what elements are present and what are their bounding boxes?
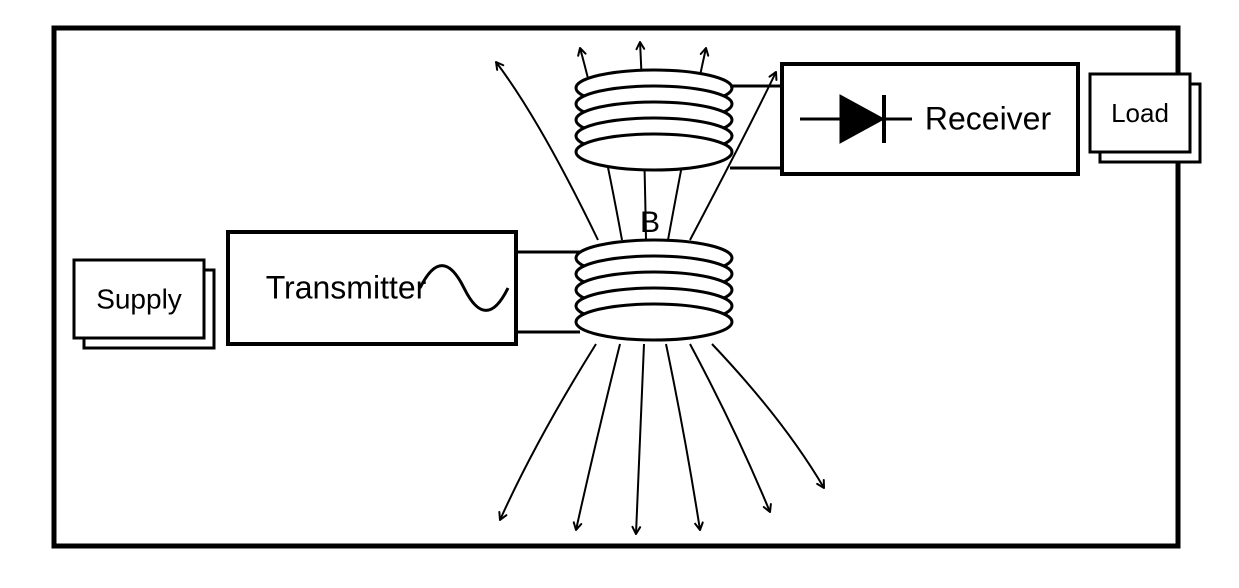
supply-label: Supply [96,283,182,314]
magnetic-field-label: B [640,206,660,239]
receiver-coil [576,134,732,170]
receiver-label: Receiver [925,100,1052,136]
transmitter-label: Transmitter [266,269,427,305]
transmitter-coil [576,304,732,340]
load-label: Load [1111,98,1169,128]
